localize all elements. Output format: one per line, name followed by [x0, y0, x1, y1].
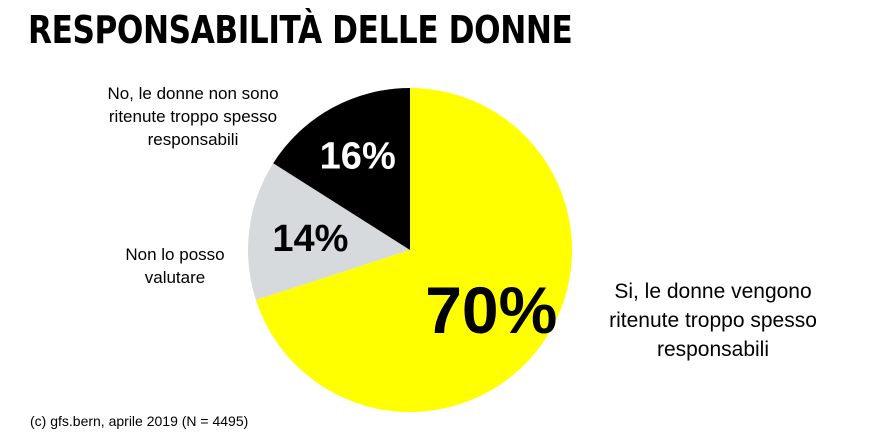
category-label-yes-line-2: ritenute troppo spesso [609, 309, 817, 332]
pie-slice-unsure [247, 163, 410, 301]
source-note: (c) gfs.bern, aprile 2019 (N = 4495) [30, 413, 249, 429]
category-label-yes-line-1: Si, le donne vengono [614, 280, 812, 303]
category-label-no-line-1: No, le donne non sono [107, 84, 279, 103]
pie-slice-no [273, 88, 410, 250]
value-label-unsure: 14% [272, 218, 348, 260]
value-label-no: 16% [320, 136, 396, 178]
category-label-unsure-line-2: valutare [144, 268, 206, 287]
category-label-no-line-3: responsabili [147, 130, 239, 149]
category-label-no-line-2: ritenute troppo spesso [108, 107, 278, 126]
category-label-no: No, le donne non sono ritenute troppo sp… [88, 82, 298, 151]
category-label-unsure-line-1: Non lo posso [125, 245, 225, 264]
category-label-yes: Si, le donne vengono ritenute troppo spe… [598, 277, 828, 364]
chart-title: RESPONSABILITÀ DELLE DONNE [28, 8, 573, 52]
category-label-yes-line-3: responsabili [656, 338, 770, 361]
category-label-unsure: Non lo posso valutare [100, 243, 250, 289]
pie-slice-yes [255, 88, 573, 412]
value-label-yes: 70% [425, 273, 557, 347]
